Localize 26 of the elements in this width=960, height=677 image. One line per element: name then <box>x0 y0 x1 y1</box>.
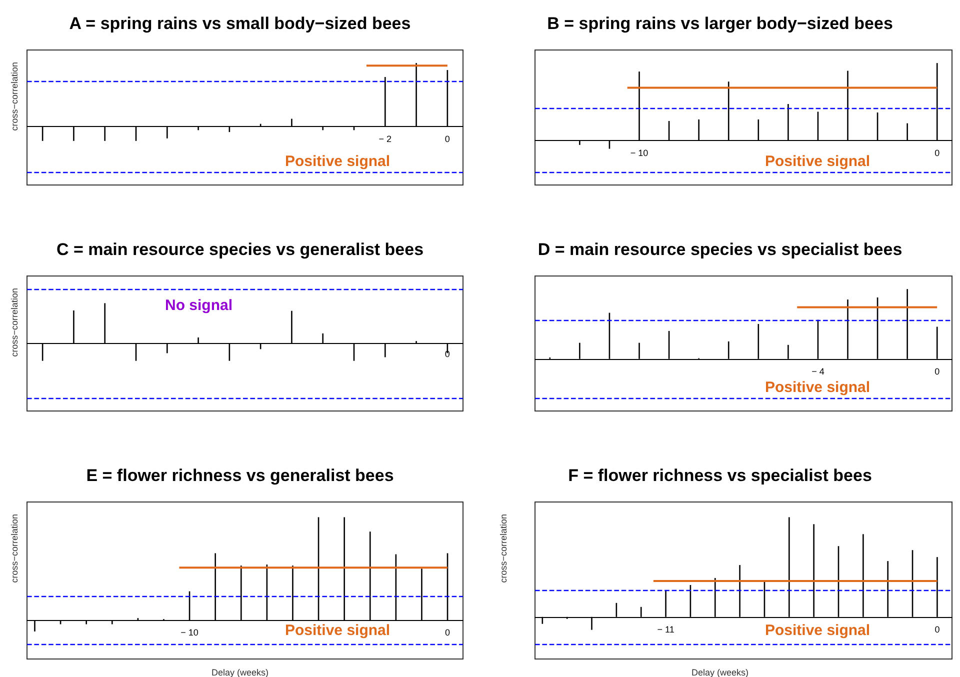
x-tick-label: − 10 <box>180 628 198 638</box>
annotation: Positive signal <box>765 622 870 639</box>
y-axis-title: cross−correlation <box>10 62 20 131</box>
chart-title: A = spring rains vs small body−sized bees <box>69 14 411 33</box>
text: Positive signal <box>765 153 870 170</box>
text: Positive signal <box>285 153 390 170</box>
chart-title: D = main resource species vs specialist bees <box>538 240 902 259</box>
annotation: No signal <box>165 297 233 314</box>
annotation: 0 <box>444 349 450 359</box>
x-tick-label: − 10 <box>630 148 648 158</box>
x-axis-title: Delay (weeks) <box>211 668 269 677</box>
x-tick-label: 0 <box>445 628 450 638</box>
text: Positive signal <box>765 379 870 396</box>
chart-title: C = main resource species vs generalist bees <box>56 240 424 259</box>
chart-title: B = spring rains vs larger body−sized bees <box>547 14 893 33</box>
x-axis-title: Delay (weeks) <box>691 668 749 677</box>
y-axis-title: cross−correlation <box>10 288 20 357</box>
x-tick-label: − 2 <box>378 134 392 144</box>
y-axis-title: cross−correlation <box>10 514 20 583</box>
x-tick-label: 0 <box>934 624 940 634</box>
chart-title: E = flower richness vs generalist bees <box>86 466 394 485</box>
x-tick-label: − 11 <box>657 624 674 634</box>
chart-title: F = flower richness vs specialist bees <box>568 466 872 485</box>
annotation: Positive signal <box>285 622 390 639</box>
x-tick-label: − 4 <box>812 366 824 376</box>
y-axis-title: cross−correlation <box>498 514 508 583</box>
